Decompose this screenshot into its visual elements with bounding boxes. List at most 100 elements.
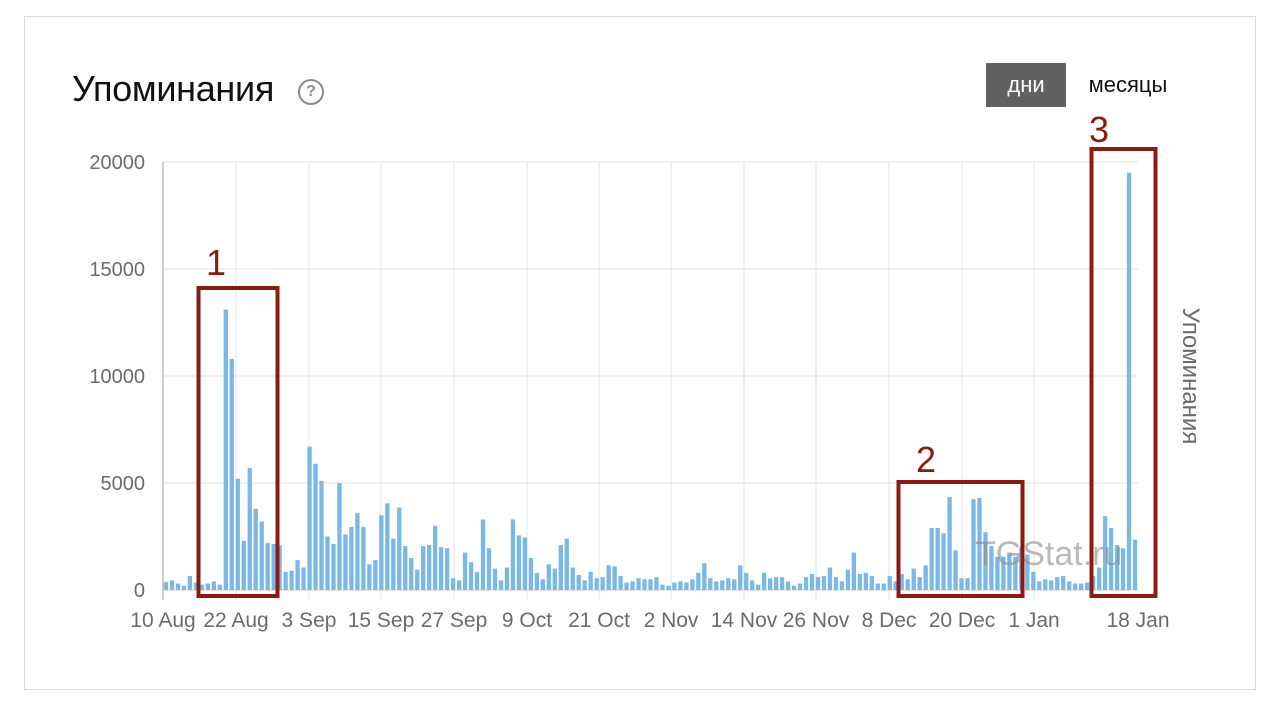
bar[interactable] bbox=[588, 571, 593, 590]
bar[interactable] bbox=[726, 578, 731, 590]
bar[interactable] bbox=[247, 468, 252, 590]
bar[interactable] bbox=[1049, 580, 1054, 590]
bar[interactable] bbox=[385, 503, 390, 590]
bar[interactable] bbox=[265, 542, 270, 590]
bar[interactable] bbox=[899, 573, 904, 590]
bar[interactable] bbox=[797, 583, 803, 590]
bar[interactable] bbox=[552, 568, 557, 590]
bar[interactable] bbox=[540, 579, 545, 590]
bar[interactable] bbox=[1120, 548, 1126, 590]
bar[interactable] bbox=[1067, 581, 1072, 590]
bar[interactable] bbox=[636, 578, 641, 590]
bar[interactable] bbox=[1013, 556, 1018, 590]
bar[interactable] bbox=[773, 577, 779, 590]
bar[interactable] bbox=[450, 578, 456, 590]
bar[interactable] bbox=[217, 584, 222, 590]
bar[interactable] bbox=[762, 572, 767, 590]
bar[interactable] bbox=[175, 583, 181, 590]
bar[interactable] bbox=[576, 575, 581, 590]
bar[interactable] bbox=[696, 572, 701, 590]
bar[interactable] bbox=[1025, 554, 1030, 590]
bar[interactable] bbox=[474, 571, 480, 590]
bar[interactable] bbox=[522, 537, 528, 590]
bar[interactable] bbox=[1114, 545, 1120, 590]
bar[interactable] bbox=[767, 578, 773, 590]
bar[interactable] bbox=[1001, 556, 1006, 590]
bar[interactable] bbox=[857, 573, 863, 590]
bar[interactable] bbox=[833, 577, 839, 590]
bar[interactable] bbox=[205, 583, 211, 590]
bar[interactable] bbox=[732, 579, 737, 590]
bar[interactable] bbox=[1126, 172, 1132, 590]
bar[interactable] bbox=[618, 576, 623, 590]
bar[interactable] bbox=[564, 538, 569, 590]
bar[interactable] bbox=[582, 580, 587, 590]
bar[interactable] bbox=[971, 499, 976, 590]
bar[interactable] bbox=[486, 548, 492, 590]
bar[interactable] bbox=[528, 557, 534, 590]
bar[interactable] bbox=[558, 545, 563, 590]
bar[interactable] bbox=[1096, 567, 1102, 590]
bar[interactable] bbox=[379, 515, 384, 590]
bar[interactable] bbox=[277, 545, 282, 590]
bar[interactable] bbox=[887, 576, 892, 590]
bar[interactable] bbox=[289, 570, 294, 590]
bar[interactable] bbox=[546, 564, 551, 590]
bar[interactable] bbox=[211, 581, 216, 590]
bar[interactable] bbox=[654, 577, 659, 590]
bar[interactable] bbox=[1085, 582, 1090, 590]
bar[interactable] bbox=[959, 578, 964, 590]
bar[interactable] bbox=[169, 580, 175, 590]
bar[interactable] bbox=[1043, 579, 1048, 590]
bar[interactable] bbox=[839, 581, 845, 590]
bar[interactable] bbox=[624, 582, 629, 590]
bar[interactable] bbox=[977, 497, 982, 590]
bar[interactable] bbox=[181, 585, 187, 590]
bar[interactable] bbox=[361, 526, 366, 590]
bar[interactable] bbox=[570, 567, 575, 590]
bar[interactable] bbox=[965, 578, 970, 590]
bar[interactable] bbox=[468, 562, 474, 590]
bar[interactable] bbox=[462, 552, 468, 590]
bar[interactable] bbox=[241, 540, 246, 590]
bar[interactable] bbox=[444, 548, 450, 590]
bar[interactable] bbox=[791, 585, 797, 590]
bar[interactable] bbox=[642, 579, 647, 590]
bar[interactable] bbox=[1132, 539, 1138, 590]
bar[interactable] bbox=[343, 534, 348, 590]
bar[interactable] bbox=[983, 532, 988, 590]
bar[interactable] bbox=[995, 556, 1000, 590]
bar[interactable] bbox=[756, 584, 761, 590]
bar[interactable] bbox=[1031, 571, 1036, 590]
bar[interactable] bbox=[935, 527, 940, 590]
bar[interactable] bbox=[606, 565, 611, 590]
bar[interactable] bbox=[456, 580, 462, 590]
bar[interactable] bbox=[720, 580, 725, 590]
bar[interactable] bbox=[785, 581, 791, 590]
bar[interactable] bbox=[803, 577, 809, 590]
bar[interactable] bbox=[911, 568, 916, 590]
bar[interactable] bbox=[397, 507, 402, 590]
bar[interactable] bbox=[373, 560, 378, 590]
bar[interactable] bbox=[1061, 576, 1066, 590]
bar[interactable] bbox=[744, 572, 749, 590]
bar[interactable] bbox=[708, 578, 713, 590]
bar[interactable] bbox=[1037, 581, 1042, 590]
bar[interactable] bbox=[229, 358, 234, 590]
bar[interactable] bbox=[438, 547, 444, 590]
bar[interactable] bbox=[702, 563, 707, 590]
bar[interactable] bbox=[331, 543, 336, 590]
bar[interactable] bbox=[325, 536, 330, 591]
bar[interactable] bbox=[666, 585, 671, 590]
bar[interactable] bbox=[875, 583, 880, 590]
bar[interactable] bbox=[421, 546, 426, 590]
bar[interactable] bbox=[863, 572, 868, 590]
bar[interactable] bbox=[660, 584, 665, 590]
bar[interactable] bbox=[923, 565, 928, 590]
bar[interactable] bbox=[283, 571, 288, 590]
bar[interactable] bbox=[630, 581, 635, 590]
bar[interactable] bbox=[851, 552, 857, 590]
bar[interactable] bbox=[678, 581, 683, 590]
bar[interactable] bbox=[534, 572, 540, 590]
bar[interactable] bbox=[1073, 583, 1078, 590]
